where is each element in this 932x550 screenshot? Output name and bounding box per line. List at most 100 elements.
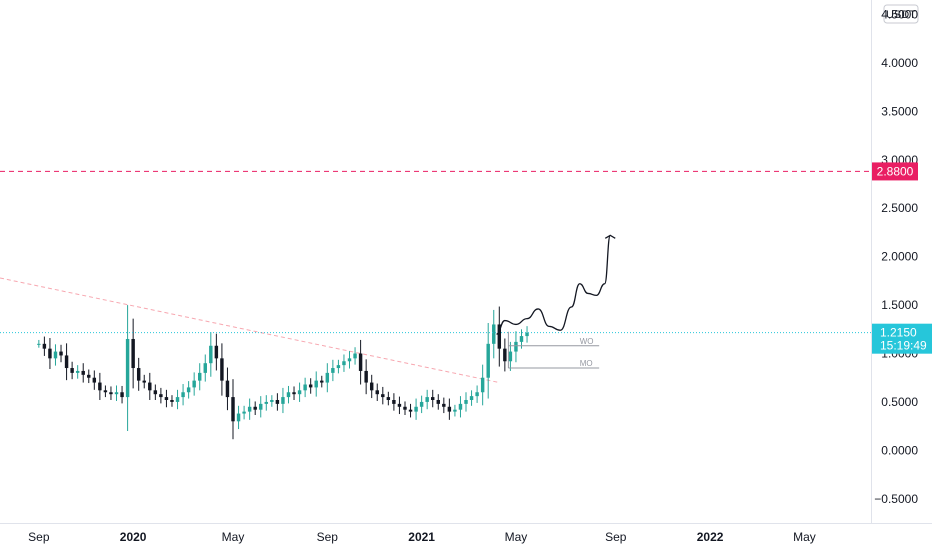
time-tick-label: Sep	[605, 530, 627, 544]
candle-body	[519, 336, 524, 342]
candle-body	[209, 345, 213, 364]
candle-body	[103, 390, 108, 393]
trendline-layer	[0, 277, 500, 384]
candle-body	[425, 397, 429, 402]
candle-body	[264, 401, 269, 404]
candle-body	[220, 358, 224, 381]
candle-body	[136, 368, 141, 381]
candle-body	[175, 397, 180, 402]
candle-body	[75, 370, 80, 373]
candle-body	[131, 338, 135, 369]
candle-body	[464, 399, 468, 404]
candle-body	[42, 343, 47, 349]
candle-body	[392, 399, 396, 404]
candle-body	[419, 401, 424, 407]
candle-body	[242, 411, 246, 414]
candle-body	[225, 380, 230, 398]
price-tick-label: −0.5000	[874, 492, 918, 506]
candle-body	[87, 374, 91, 378]
candle-body	[142, 380, 146, 383]
trendline	[0, 277, 500, 384]
candle-body	[37, 343, 41, 345]
time-tick-label: May	[505, 530, 528, 544]
candle-body	[236, 413, 241, 422]
time-tick-label: Sep	[317, 530, 339, 544]
overlay-layer: WO MO	[0, 170, 871, 369]
countdown-label: 15:19:49	[880, 339, 927, 353]
candle-body	[114, 392, 119, 395]
candle-body	[436, 399, 440, 404]
projection-path	[496, 234, 611, 335]
candle-body	[247, 406, 252, 412]
candle-body	[381, 394, 385, 398]
weekly-open-label: WO	[580, 337, 594, 346]
candle-body	[325, 372, 330, 383]
candle-body	[59, 351, 63, 356]
price-tick-label: 1.5000	[881, 298, 918, 312]
candle-body	[347, 358, 352, 362]
candle-body	[81, 370, 85, 375]
candle-body	[197, 372, 202, 381]
candle-body	[525, 332, 529, 337]
candle-body	[48, 348, 52, 359]
candle-body	[514, 341, 518, 352]
candle-body	[181, 392, 185, 398]
time-tick-label: May	[793, 530, 816, 544]
candle-body	[353, 353, 357, 359]
candle-body	[397, 403, 402, 407]
candles-layer	[37, 305, 529, 440]
candle-body	[231, 397, 235, 422]
candle-body	[148, 382, 152, 391]
candle-body	[164, 397, 169, 400]
time-tick-label: 2021	[408, 530, 435, 544]
candle-body	[503, 348, 507, 362]
price-tick-label: 2.5000	[881, 201, 918, 215]
candle-body	[214, 345, 219, 359]
time-tick-label: Sep	[28, 530, 50, 544]
candle-body	[486, 343, 490, 378]
candle-body	[375, 390, 379, 395]
candle-body	[292, 392, 296, 395]
monthly-open-label: MO	[580, 359, 593, 368]
candle-body	[320, 380, 324, 383]
candle-body	[369, 382, 374, 391]
candle-body	[64, 355, 69, 369]
candle-body	[270, 399, 274, 402]
candle-body	[170, 399, 174, 402]
candle-body	[286, 392, 291, 398]
candle-body	[480, 377, 485, 393]
candle-body	[469, 396, 474, 400]
candle-body	[497, 324, 502, 349]
currency-badge[interactable]: USDT	[883, 4, 919, 24]
candle-body	[314, 380, 318, 388]
time-tick-label: May	[222, 530, 245, 544]
currency-label: USDT	[886, 9, 916, 21]
candle-body	[109, 392, 113, 395]
price-tick-label: 2.0000	[881, 250, 918, 264]
candle-body	[414, 406, 418, 412]
candle-body	[53, 351, 58, 359]
candle-body	[447, 406, 452, 412]
candle-body	[186, 387, 191, 393]
resistance-tag-label: 2.8800	[877, 164, 914, 178]
time-axis-ticks: Sep 2020 May Sep 2021 May Sep 2022 May	[28, 530, 816, 544]
candle-body	[259, 403, 263, 410]
candle-body	[336, 365, 341, 369]
candle-body	[408, 409, 413, 412]
price-tick-label: 3.5000	[881, 104, 918, 118]
candle-body	[308, 384, 313, 388]
time-tick-label: 2022	[697, 530, 724, 544]
price-tick-label: 0.5000	[881, 395, 918, 409]
candle-body	[125, 338, 130, 398]
candle-body	[342, 361, 346, 366]
candle-body	[98, 382, 102, 391]
candle-body	[492, 324, 496, 344]
candle-body	[192, 380, 196, 388]
candle-body	[297, 390, 302, 395]
candle-body	[92, 377, 97, 383]
candle-body	[403, 406, 407, 410]
candle-body	[442, 403, 446, 407]
price-tick-label: 4.5000	[881, 8, 918, 22]
